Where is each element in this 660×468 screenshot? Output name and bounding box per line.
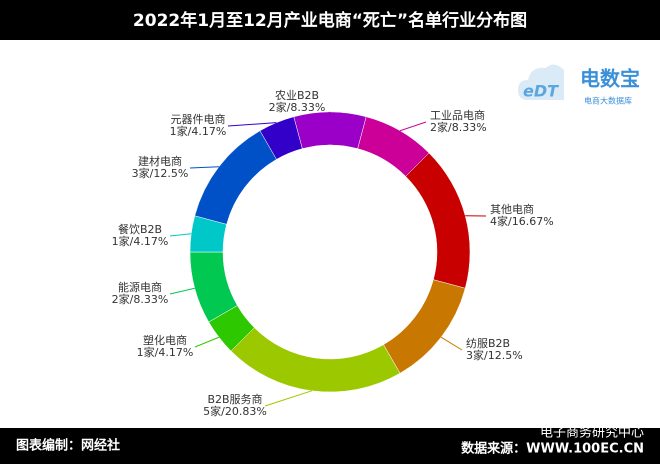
category-label: 建材电商 [138,154,182,168]
category-label: 纺服B2B [466,336,510,350]
logo-mark: eDT [523,82,559,101]
value-label: 4家/16.67% [490,214,554,228]
watermark: 电子商务研究中心 [540,425,644,441]
footer-left: 图表编制：网经社 [16,438,120,454]
value-label: 1家/4.17% [170,124,227,138]
category-label: 农业B2B [275,88,319,102]
value-label: 3家/12.5% [466,348,523,362]
category-label: 能源电商 [118,280,162,294]
value-label: 3家/12.5% [132,166,189,180]
value-label: 1家/4.17% [137,345,194,359]
category-label: 工业品电商 [430,108,485,122]
logo-name: 电数宝 [580,67,640,91]
category-label: 餐饮B2B [118,222,162,236]
category-label: 其他电商 [490,202,534,216]
value-label: 1家/4.17% [112,234,169,248]
value-label: 2家/8.33% [430,120,487,134]
donut-segment [294,112,366,149]
chart-title: 2022年1月至12月产业电商“死亡”名单行业分布图 [133,10,527,31]
footer-right: 数据来源：WWW.100EC.CN [461,441,644,457]
value-label: 2家/8.33% [269,100,326,114]
logo-tagline: 电商大数据库 [584,96,632,106]
category-label: 塑化电商 [143,333,187,347]
category-label: 元器件电商 [171,112,226,126]
category-label: B2B服务商 [207,392,262,406]
value-label: 5家/20.83% [203,404,267,418]
value-label: 2家/8.33% [112,292,169,306]
